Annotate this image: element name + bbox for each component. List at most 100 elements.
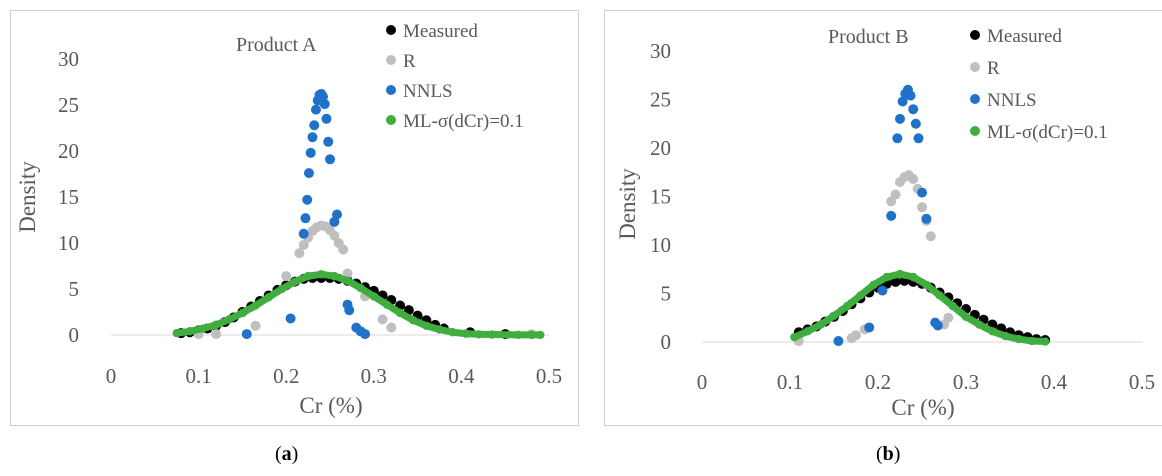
data-point-nnls bbox=[241, 329, 252, 340]
data-point-nnls bbox=[892, 133, 903, 144]
data-point-measured bbox=[890, 276, 901, 287]
caption-b-letter: b bbox=[882, 443, 894, 465]
series-r bbox=[193, 220, 537, 340]
data-point-r bbox=[377, 314, 388, 325]
data-point-nnls bbox=[302, 194, 313, 205]
data-point-nnls bbox=[307, 132, 318, 143]
series-ml bbox=[790, 269, 1050, 346]
legend-label-nnls: NNLS bbox=[403, 81, 453, 102]
data-point-nnls bbox=[323, 136, 334, 147]
y-tick-label: 25 bbox=[650, 88, 671, 112]
series-nnls bbox=[241, 88, 371, 340]
legend-marker-measured bbox=[386, 25, 396, 35]
legend-label-nnls: NNLS bbox=[987, 90, 1037, 111]
chart-panel-a: 0 5 10 15 20 25 30 0 0.1 0.2 0.3 0.4 0.5 Cr (%) Densit… bbox=[10, 10, 579, 426]
data-point-nnls bbox=[300, 213, 311, 224]
legend-marker-measured bbox=[970, 30, 980, 40]
data-point-nnls bbox=[325, 154, 335, 165]
data-point-nnls bbox=[895, 113, 905, 124]
data-point-nnls bbox=[910, 118, 921, 129]
legend-label-measured: Measured bbox=[403, 21, 478, 42]
data-point-nnls bbox=[360, 329, 371, 340]
y-tick-label: 25 bbox=[58, 93, 79, 117]
x-tick-label: 0.3 bbox=[953, 370, 979, 394]
legend-label-ml: ML-σ(dCr)=0.1 bbox=[403, 111, 524, 132]
data-point-nnls bbox=[344, 305, 355, 316]
legend-label-ml: ML-σ(dCr)=0.1 bbox=[987, 122, 1108, 143]
y-tick-label: 10 bbox=[58, 231, 79, 255]
x-tick-label: 0.2 bbox=[865, 370, 891, 394]
data-point-r bbox=[329, 230, 340, 241]
data-point-r bbox=[342, 268, 353, 279]
caption-a-letter: a bbox=[281, 443, 292, 465]
legend-label-r: R bbox=[403, 51, 416, 72]
y-tick-label: 5 bbox=[661, 282, 672, 306]
data-point-r bbox=[925, 231, 936, 242]
caption-a-close: ) bbox=[291, 443, 299, 465]
data-point-nnls bbox=[303, 168, 314, 179]
y-tick-label: 10 bbox=[650, 233, 671, 257]
x-tick-label: 0.2 bbox=[273, 364, 299, 388]
data-point-r bbox=[917, 202, 927, 213]
x-axis-label: Cr (%) bbox=[891, 395, 954, 420]
data-point-r bbox=[851, 330, 861, 341]
x-tick-label: 0.3 bbox=[361, 364, 387, 388]
data-point-nnls bbox=[905, 90, 916, 101]
x-tick-label: 0.4 bbox=[448, 364, 475, 388]
y-tick-label: 20 bbox=[650, 136, 671, 160]
legend-marker-r bbox=[386, 55, 396, 65]
data-point-nnls bbox=[310, 104, 321, 115]
y-axis-label: Density bbox=[615, 168, 640, 240]
data-point-r bbox=[298, 239, 309, 250]
legend-marker-nnls bbox=[386, 85, 396, 95]
data-point-nnls bbox=[298, 228, 309, 239]
x-tick-label: 0.5 bbox=[1129, 370, 1155, 394]
data-point-r bbox=[211, 329, 222, 340]
x-axis-label: Cr (%) bbox=[299, 393, 362, 418]
data-point-nnls bbox=[285, 313, 296, 324]
series-r bbox=[793, 170, 954, 347]
data-point-r bbox=[338, 244, 349, 255]
y-axis-label: Density bbox=[15, 161, 40, 233]
y-tick-label: 0 bbox=[661, 330, 672, 354]
x-tick-label: 0.4 bbox=[1041, 370, 1068, 394]
series-nnls bbox=[833, 84, 943, 347]
data-point-r bbox=[386, 322, 397, 333]
y-tick-label: 30 bbox=[58, 47, 79, 71]
data-point-nnls bbox=[864, 322, 875, 333]
data-point-nnls bbox=[917, 187, 927, 198]
caption-b: (b) bbox=[876, 443, 900, 466]
data-point-nnls bbox=[908, 104, 919, 115]
legend-marker-r bbox=[970, 62, 980, 72]
data-point-nnls bbox=[932, 320, 943, 331]
data-point-nnls bbox=[332, 209, 343, 220]
series-line-ml bbox=[173, 270, 544, 339]
data-point-nnls bbox=[921, 213, 932, 224]
series-ml bbox=[172, 270, 545, 340]
caption-a-open: ( bbox=[275, 443, 282, 465]
caption-a: (a) bbox=[275, 443, 298, 466]
legend-marker-nnls bbox=[970, 94, 980, 104]
data-point-nnls bbox=[319, 99, 330, 110]
chart-b: 0 5 10 15 20 25 30 0 0.1 0.2 0.3 0.4 0.5 Cr (%) Densit… bbox=[615, 26, 1155, 420]
data-point-r bbox=[281, 271, 292, 282]
y-tick-label: 5 bbox=[69, 277, 80, 301]
legend-marker-ml bbox=[386, 115, 396, 125]
data-point-nnls bbox=[877, 285, 888, 296]
data-point-r bbox=[294, 248, 305, 259]
x-tick-label: 0 bbox=[106, 364, 117, 388]
y-tick-label: 15 bbox=[58, 185, 79, 209]
y-tick-label: 15 bbox=[650, 185, 671, 209]
data-point-r bbox=[943, 312, 954, 323]
data-point-nnls bbox=[833, 336, 844, 347]
y-tick-label: 30 bbox=[650, 39, 671, 63]
data-point-nnls bbox=[321, 113, 332, 124]
caption-b-open: ( bbox=[876, 443, 883, 465]
data-point-nnls bbox=[913, 133, 924, 144]
data-point-r bbox=[908, 174, 919, 185]
legend-label-measured: Measured bbox=[987, 26, 1062, 47]
chart-title: Product A bbox=[236, 34, 317, 56]
y-tick-label: 20 bbox=[58, 139, 79, 163]
x-tick-label: 0.1 bbox=[777, 370, 803, 394]
data-point-r bbox=[890, 189, 901, 200]
